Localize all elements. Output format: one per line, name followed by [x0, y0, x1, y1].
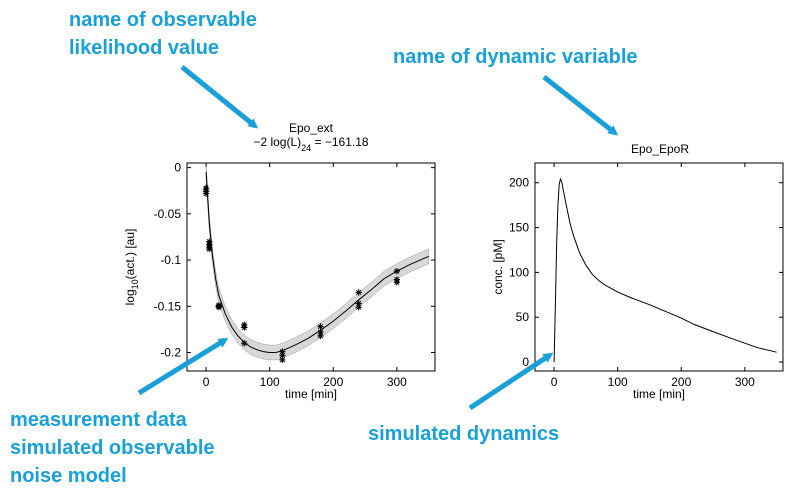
star-marker [317, 328, 324, 336]
star-marker [393, 279, 401, 286]
annotation-line: name of dynamic variable [393, 46, 638, 68]
chart-dynamics: Epo_EpoR 0 100 200 300 0 50 100 150 200 time [m… [491, 142, 784, 401]
data-point [317, 328, 324, 336]
y-tick-label: 200 [509, 176, 529, 190]
y-tick-label: -0.15 [154, 299, 182, 313]
noise-model-band [205, 162, 429, 361]
y-tick-label: 0 [174, 161, 181, 175]
annotation-observable-name: name of observable likelihood value [69, 6, 257, 62]
data-point [202, 190, 210, 197]
annotation-line: likelihood value [69, 37, 220, 59]
data-point [241, 324, 248, 331]
y-tick-label: -0.2 [160, 346, 181, 360]
chart-observable-x-ticks: 0 100 200 300 [203, 163, 407, 389]
star-marker [355, 300, 362, 307]
data-point [279, 356, 286, 364]
star-marker [206, 245, 213, 253]
data-point [355, 289, 362, 296]
annotation-simulated-dynamics: simulated dynamics [368, 420, 559, 448]
data-point [393, 279, 401, 286]
measurement-data-points [202, 184, 401, 364]
simulated-observable-line [205, 172, 429, 353]
star-marker [202, 190, 210, 197]
series-line [205, 172, 429, 353]
series-line [553, 177, 777, 363]
data-point [317, 323, 324, 330]
star-marker [393, 267, 401, 275]
annotation-line: name of observable [69, 9, 257, 31]
data-point [206, 245, 213, 253]
y-tick-label: 0 [522, 355, 529, 369]
star-marker [355, 289, 362, 296]
noise-band-area [205, 162, 429, 361]
chart-observable-xlabel: time [min] [285, 387, 337, 401]
chart-dynamics-x-ticks: 0 100 200 300 [551, 163, 755, 389]
y-tick-label: -0.1 [160, 253, 181, 267]
y-tick-label: 50 [516, 310, 530, 324]
data-point [393, 267, 401, 275]
data-point [317, 332, 324, 340]
arrow-to-simulated-dynamics [468, 352, 554, 411]
star-marker [279, 352, 286, 359]
chart-dynamics-plot-area [534, 162, 784, 372]
chart-dynamics-ylabel: conc. [pM] [491, 239, 505, 294]
y-tick-label: -0.05 [154, 207, 182, 221]
star-marker [355, 304, 362, 311]
data-point [279, 348, 286, 355]
data-point [215, 304, 222, 311]
annotation-line: measurement data [10, 409, 187, 431]
star-marker [241, 340, 248, 347]
arrow-to-simulated-observable [137, 337, 229, 396]
arrow-to-variable-name [542, 75, 619, 136]
data-point [241, 340, 248, 347]
annotation-measurement-model: measurement data simulated observable no… [10, 406, 215, 490]
star-marker [279, 356, 286, 364]
annotation-dynamic-variable: name of dynamic variable [393, 43, 638, 71]
annotation-line: simulated dynamics [368, 423, 560, 445]
chart-observable-y-ticks: 0 -0.05 -0.1 -0.15 -0.2 [154, 161, 435, 360]
arrow-to-observable-name [180, 65, 259, 129]
x-tick-label: 200 [671, 375, 691, 389]
annotation-line: simulated observable [10, 437, 215, 459]
chart-dynamics-xlabel: time [min] [633, 387, 685, 401]
x-tick-label: 200 [323, 375, 343, 389]
annotation-line: noise model [10, 465, 127, 487]
star-marker [279, 348, 286, 355]
star-marker [241, 324, 248, 331]
x-tick-label: 0 [203, 375, 210, 389]
x-tick-label: 100 [608, 375, 628, 389]
data-point [355, 300, 362, 307]
x-tick-label: 0 [551, 375, 558, 389]
star-marker [317, 332, 324, 340]
x-tick-label: 300 [387, 375, 407, 389]
y-tick-label: 150 [509, 221, 529, 235]
data-point [279, 352, 286, 359]
star-marker [215, 304, 222, 311]
x-tick-label: 100 [260, 375, 280, 389]
simulated-dynamics-line [553, 177, 777, 363]
star-marker [317, 323, 324, 330]
chart-observable-ylabel: log10(act.) [au] [123, 229, 140, 306]
x-tick-label: 300 [735, 375, 755, 389]
chart-observable-title: Epo_ext [289, 121, 334, 135]
chart-dynamics-title: Epo_EpoR [631, 142, 689, 156]
data-point [355, 304, 362, 311]
y-tick-label: 100 [509, 265, 529, 279]
chart-observable: Epo_ext −2 log(L)24 = −161.18 0 100 200 300… [123, 121, 436, 401]
chart-observable-likelihood: −2 log(L)24 = −161.18 [253, 135, 368, 153]
